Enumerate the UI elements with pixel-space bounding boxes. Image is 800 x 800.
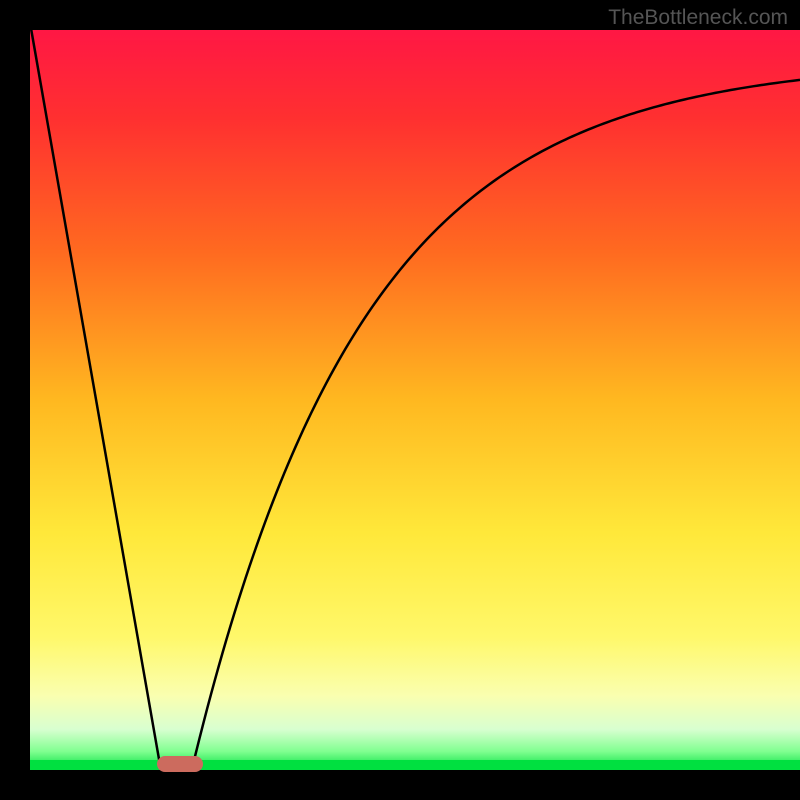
plot-background (30, 30, 800, 770)
watermark-text: TheBottleneck.com (608, 6, 788, 30)
chart-container: { "watermark": { "text": "TheBottleneck.… (0, 0, 800, 800)
notch-marker (157, 756, 203, 772)
bottom-green-bar (30, 760, 800, 770)
chart-svg (0, 0, 800, 800)
